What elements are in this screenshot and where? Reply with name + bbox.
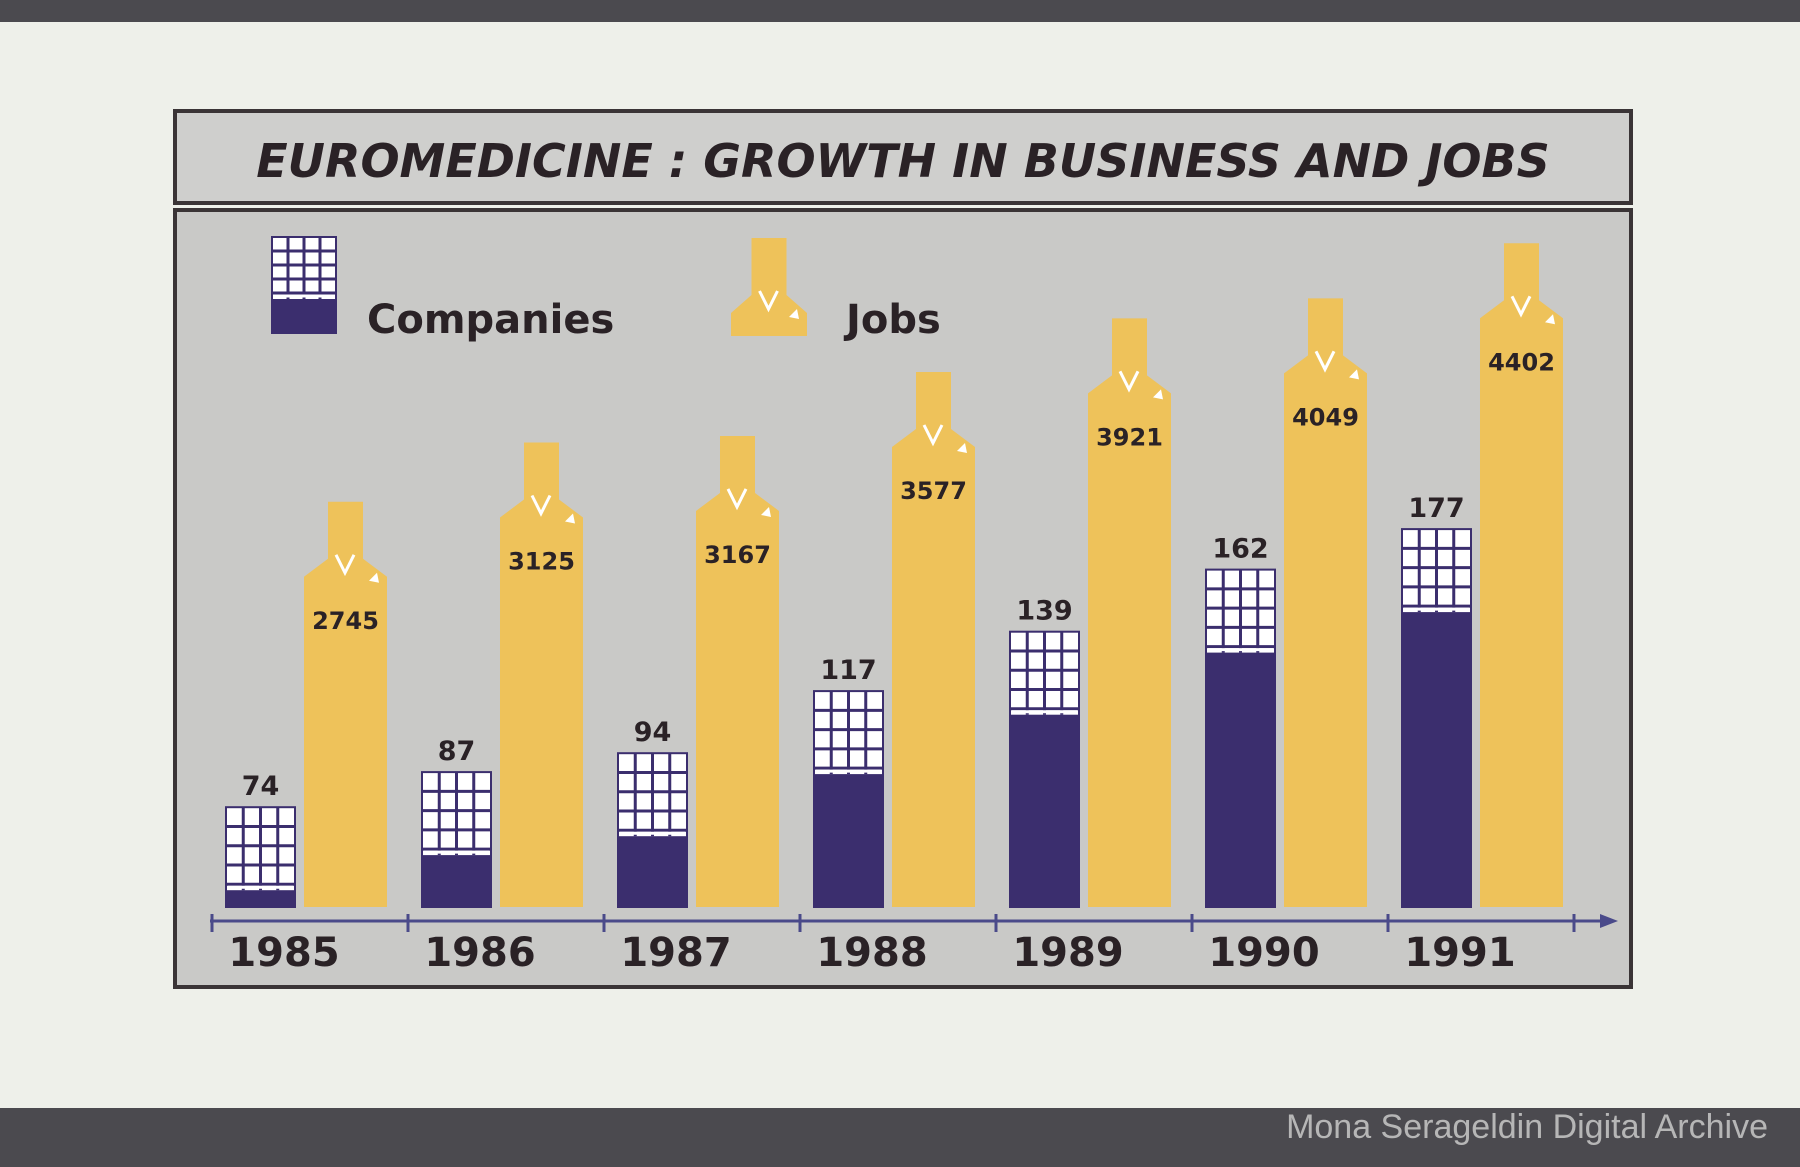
- jobs-bar: [500, 442, 583, 907]
- x-tick-label: 1990: [1208, 930, 1319, 976]
- pocket-square-icon: [369, 572, 379, 583]
- collar-icon: [1118, 370, 1140, 393]
- pocket-square-icon: [1349, 369, 1359, 380]
- building-fill: [422, 855, 491, 907]
- jobs-bar: [696, 435, 779, 907]
- year-group-1986: 87 3125: [421, 442, 583, 908]
- jobs-bar: [304, 501, 387, 907]
- person-bar-shape: [304, 501, 387, 907]
- jobs-value-label: 3167: [704, 541, 771, 569]
- companies-bar: [617, 752, 688, 909]
- title-box: [173, 109, 1633, 205]
- pocket-square-icon: [957, 442, 967, 453]
- pocket-square-icon: [789, 309, 799, 319]
- legend-label-jobs: Jobs: [843, 297, 941, 343]
- year-group-1988: 117 3577: [813, 371, 975, 908]
- collar-icon: [758, 290, 779, 313]
- bars: 7427458731259431671173577139392116240491…: [225, 243, 1563, 909]
- companies-value-label: 162: [1212, 534, 1268, 565]
- person-bar-shape: [892, 371, 975, 907]
- jobs-value-label: 4049: [1292, 403, 1359, 431]
- jobs-value-label: 3921: [1096, 423, 1163, 451]
- jobs-value-label: 4402: [1488, 348, 1555, 376]
- x-axis-arrow: [1600, 914, 1618, 928]
- companies-value-label: 94: [634, 717, 672, 748]
- person-bar-shape: [731, 238, 807, 336]
- chart-title: EUROMEDICINE : GROWTH IN BUSINESS AND JO…: [256, 134, 1549, 188]
- building-fill: [272, 299, 336, 333]
- bottom-film-band: [0, 1108, 1800, 1167]
- building-fill: [1402, 612, 1471, 907]
- legend-person-icon: [731, 238, 807, 336]
- collar-icon: [1314, 350, 1336, 373]
- x-tick-label: 1991: [1404, 930, 1515, 976]
- collar-icon: [334, 554, 356, 577]
- building-fill: [1010, 714, 1079, 907]
- pocket-square-icon: [565, 513, 575, 524]
- year-group-1985: 74 2745: [225, 501, 387, 909]
- companies-bar: [813, 690, 884, 908]
- person-bar-shape: [696, 435, 779, 907]
- legend-label-companies: Companies: [367, 297, 614, 343]
- companies-value-label: 74: [242, 771, 280, 802]
- legend: Companies Jobs: [271, 236, 941, 343]
- collar-icon: [530, 494, 552, 517]
- companies-bar: [1401, 528, 1472, 908]
- jobs-value-label: 3125: [508, 548, 575, 576]
- x-tick-label: 1986: [424, 930, 535, 976]
- year-group-1989: 139 3921: [1009, 318, 1171, 908]
- legend-building-icon: [271, 236, 337, 334]
- building-fill: [226, 890, 295, 907]
- top-film-band: [0, 0, 1800, 22]
- jobs-bar: [1284, 298, 1367, 908]
- companies-bar: [1009, 630, 1080, 908]
- pocket-square-icon: [761, 506, 771, 517]
- companies-value-label: 177: [1408, 493, 1464, 524]
- companies-value-label: 87: [438, 736, 476, 767]
- jobs-value-label: 3577: [900, 477, 967, 505]
- x-tick-label: 1988: [816, 930, 927, 976]
- collar-icon: [922, 424, 944, 447]
- year-group-1990: 162 4049: [1205, 298, 1367, 908]
- person-bar-shape: [1480, 243, 1563, 908]
- person-bar-shape: [1088, 318, 1171, 908]
- person-bar-shape: [1284, 298, 1367, 908]
- building-fill: [814, 774, 883, 907]
- person-bar-shape: [500, 442, 583, 907]
- building-fill: [618, 836, 687, 907]
- jobs-bar: [1088, 318, 1171, 908]
- watermark: Mona Serageldin Digital Archive: [1286, 1108, 1768, 1146]
- year-group-1991: 177 4402: [1401, 243, 1563, 908]
- building-fill: [1206, 652, 1275, 907]
- jobs-value-label: 2745: [312, 607, 379, 635]
- collar-icon: [1510, 295, 1532, 318]
- x-tick-label: 1989: [1012, 930, 1123, 976]
- collar-icon: [726, 488, 748, 511]
- x-tick-label: 1987: [620, 930, 731, 976]
- year-group-1987: 94 3167: [617, 435, 779, 909]
- x-tick-label: 1985: [228, 930, 339, 976]
- jobs-bar: [892, 371, 975, 907]
- companies-bar: [1205, 568, 1276, 908]
- companies-bar: [421, 771, 492, 908]
- companies-value-label: 117: [820, 655, 876, 686]
- pocket-square-icon: [1153, 389, 1163, 400]
- year-labels: 1985 1986 1987 1988 1989 1990 1991: [210, 914, 1576, 976]
- companies-bar: [225, 806, 296, 909]
- companies-value-label: 139: [1016, 596, 1072, 627]
- jobs-bar: [1480, 243, 1563, 908]
- pocket-square-icon: [1545, 314, 1555, 325]
